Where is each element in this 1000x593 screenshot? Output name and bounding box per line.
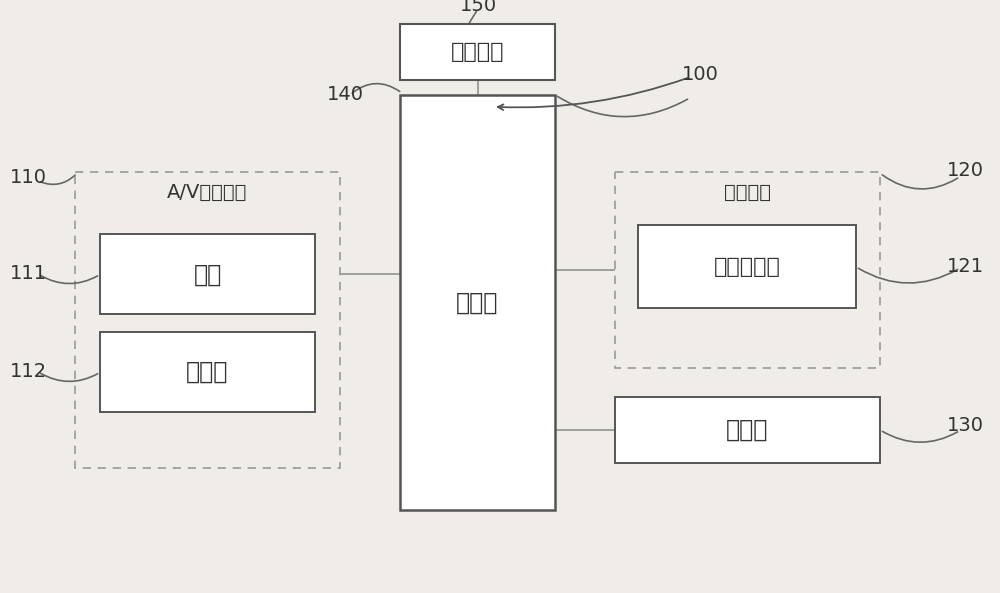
Bar (75, 172, 340, 468)
Bar (615, 172, 880, 368)
Text: 感测单元: 感测单元 (724, 183, 771, 202)
Text: 150: 150 (459, 0, 497, 15)
FancyArrowPatch shape (469, 11, 477, 23)
Text: 接近传感器: 接近传感器 (714, 257, 780, 277)
FancyArrowPatch shape (557, 96, 688, 117)
FancyArrowPatch shape (40, 373, 98, 381)
Text: 130: 130 (946, 416, 984, 435)
Text: 121: 121 (946, 257, 984, 276)
Text: 麦克风: 麦克风 (186, 360, 229, 384)
Text: 120: 120 (946, 161, 984, 180)
Bar (100, 234, 315, 314)
Bar (100, 332, 315, 412)
Text: 控制器: 控制器 (456, 291, 499, 314)
Bar (615, 397, 880, 463)
FancyArrowPatch shape (858, 268, 958, 283)
Text: 存储器: 存储器 (726, 418, 769, 442)
Text: 111: 111 (9, 264, 47, 283)
Text: 110: 110 (10, 168, 46, 187)
Text: 照相: 照相 (193, 262, 222, 286)
Text: 112: 112 (9, 362, 47, 381)
Bar (400, 95, 555, 510)
FancyArrowPatch shape (40, 275, 98, 283)
FancyArrowPatch shape (882, 431, 958, 442)
FancyArrowPatch shape (882, 175, 958, 189)
Bar (400, 24, 555, 80)
FancyArrowPatch shape (352, 84, 400, 93)
Bar (638, 225, 856, 308)
Text: 电源单元: 电源单元 (451, 42, 504, 62)
Text: 100: 100 (682, 65, 718, 84)
Text: A/V输入单元: A/V输入单元 (167, 183, 248, 202)
Text: 140: 140 (326, 85, 364, 104)
FancyArrowPatch shape (41, 175, 75, 184)
